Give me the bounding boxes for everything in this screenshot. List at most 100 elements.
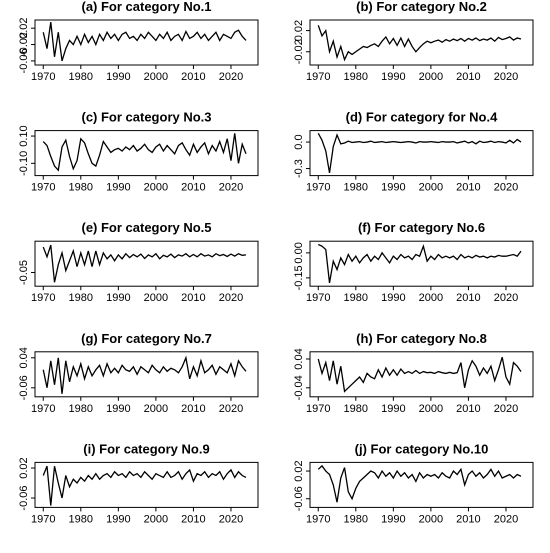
x-tick-label: 1990 <box>381 292 405 304</box>
x-tick-label: 2010 <box>456 71 480 83</box>
x-tick-label: 2000 <box>144 513 168 525</box>
x-tick-label: 1980 <box>344 292 368 304</box>
x-tick-label: 1980 <box>69 292 93 304</box>
x-tick-label: 2000 <box>419 403 443 415</box>
panel-title: (e) For category No.5 <box>81 220 211 235</box>
panel-title: (i) For category No.9 <box>83 441 209 456</box>
x-tick-label: 2020 <box>219 71 243 83</box>
x-tick-label: 1970 <box>31 292 55 304</box>
y-tick-label: -0.10 <box>18 151 30 176</box>
series-line <box>317 464 522 503</box>
panel-title: (c) For category No.3 <box>81 110 211 125</box>
x-tick-label: 1990 <box>106 292 130 304</box>
x-tick-label: 1990 <box>381 403 405 415</box>
x-tick-label: 1970 <box>306 292 330 304</box>
plot-frame <box>309 130 534 177</box>
x-tick-label: 1980 <box>69 182 93 194</box>
x-tick-label: 1990 <box>106 403 130 415</box>
y-tick-label: -0.02 <box>18 32 30 57</box>
panel-title: (f) For category No.6 <box>358 220 485 235</box>
x-tick-label: 2010 <box>456 403 480 415</box>
x-tick-label: 1970 <box>306 513 330 525</box>
x-tick-label: 2000 <box>144 182 168 194</box>
x-tick-label: 2020 <box>219 292 243 304</box>
x-tick-label: 1970 <box>306 403 330 415</box>
x-tick-label: 1970 <box>31 403 55 415</box>
x-tick-label: 2010 <box>181 292 205 304</box>
series-line <box>317 357 522 393</box>
y-tick-label: -0.05 <box>18 260 30 285</box>
x-tick-label: 2020 <box>494 182 518 194</box>
plot-frame <box>309 19 534 66</box>
y-tick-label: 0.02 <box>18 457 30 478</box>
x-tick-label: 2010 <box>181 513 205 525</box>
panel-title: (b) For category No.2 <box>356 0 487 14</box>
plot-frame <box>309 461 534 508</box>
plot-frame <box>34 461 259 508</box>
series-line <box>317 25 522 62</box>
x-tick-label: 2020 <box>494 513 518 525</box>
plot-frame <box>309 240 534 287</box>
series-line <box>317 243 522 283</box>
x-tick-label: 2010 <box>181 71 205 83</box>
x-tick-label: 1970 <box>31 513 55 525</box>
series-line <box>42 21 247 62</box>
y-tick-label: -0.06 <box>18 485 30 510</box>
y-tick-label: 0.00 <box>293 242 305 263</box>
x-tick-label: 2000 <box>419 513 443 525</box>
x-tick-label: 2000 <box>144 292 168 304</box>
x-tick-label: 1990 <box>381 71 405 83</box>
y-tick-label: 0.10 <box>18 125 30 146</box>
x-tick-label: 1980 <box>69 513 93 525</box>
x-tick-label: 1980 <box>344 513 368 525</box>
plot-frame <box>34 130 259 177</box>
x-tick-label: 1970 <box>306 71 330 83</box>
x-tick-label: 1990 <box>106 513 130 525</box>
y-tick-label: -0.04 <box>293 375 305 400</box>
x-tick-label: 2000 <box>419 71 443 83</box>
plot-frame <box>34 19 259 66</box>
x-tick-label: 2010 <box>456 513 480 525</box>
plot-frame <box>34 351 259 398</box>
y-tick-label: 0.0 <box>293 134 305 149</box>
x-tick-label: 2020 <box>494 292 518 304</box>
x-tick-label: 2020 <box>219 182 243 194</box>
x-tick-label: 1970 <box>31 71 55 83</box>
x-tick-label: 1970 <box>31 182 55 194</box>
x-tick-label: 1970 <box>306 182 330 194</box>
x-tick-label: 1990 <box>381 513 405 525</box>
y-tick-label: -0.3 <box>293 159 305 178</box>
panel-title: (g) For category No.7 <box>81 331 212 346</box>
x-tick-label: 2010 <box>181 403 205 415</box>
x-tick-label: 1980 <box>69 403 93 415</box>
x-tick-label: 2000 <box>144 403 168 415</box>
y-tick-label: 0.04 <box>18 347 30 368</box>
y-tick-label: 0.02 <box>293 460 305 481</box>
plot-frame <box>34 240 259 287</box>
x-tick-label: 2010 <box>181 182 205 194</box>
x-tick-label: 1980 <box>344 182 368 194</box>
x-tick-label: 1980 <box>344 71 368 83</box>
series-line <box>42 133 247 172</box>
x-tick-label: 2020 <box>494 71 518 83</box>
x-tick-label: 2010 <box>456 182 480 194</box>
series-line <box>42 355 247 394</box>
x-tick-label: 2010 <box>456 292 480 304</box>
x-tick-label: 1980 <box>69 71 93 83</box>
y-tick-label: -0.02 <box>293 39 305 64</box>
x-tick-label: 2000 <box>419 182 443 194</box>
y-tick-label: -0.15 <box>293 265 305 290</box>
x-tick-label: 1980 <box>344 403 368 415</box>
panel-title: (h) For category No.8 <box>356 331 487 346</box>
panel-title: (a) For category No.1 <box>81 0 211 14</box>
x-tick-label: 1990 <box>381 182 405 194</box>
series-line <box>42 465 247 506</box>
y-tick-label: -0.06 <box>18 48 30 73</box>
x-tick-label: 1990 <box>106 182 130 194</box>
plot-frame <box>309 351 534 398</box>
y-tick-label: 0.04 <box>293 348 305 369</box>
panel-title: (j) For category No.10 <box>355 441 489 456</box>
x-tick-label: 2020 <box>494 403 518 415</box>
x-tick-label: 1990 <box>106 71 130 83</box>
